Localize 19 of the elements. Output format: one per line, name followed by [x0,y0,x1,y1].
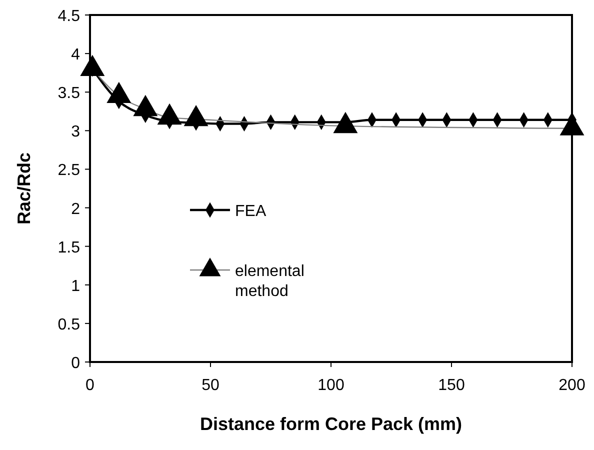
x-tick-label: 50 [202,377,220,394]
x-tick-label: 0 [86,377,95,394]
y-tick-label: 4.5 [58,8,80,25]
x-tick-label: 100 [318,377,344,394]
y-tick-label: 0.5 [58,316,80,334]
legend-label: FEA [235,203,266,220]
y-tick-label: 3 [71,124,80,141]
y-tick-label: 3.5 [58,85,80,102]
x-tick-label: 200 [558,377,586,394]
y-axis-title: Rac/Rdc [14,152,34,225]
y-tick-label: 4 [71,46,80,64]
x-tick-label: 150 [438,377,465,394]
y-tick-label: 2.5 [58,162,80,180]
x-axis-title: Distance form Core Pack (mm) [200,414,462,434]
legend-label: elemental method [235,263,304,300]
y-tick-label: 2 [71,200,80,218]
y-tick-label: 1.5 [58,239,80,256]
y-tick-label: 1 [71,278,80,295]
y-tick-label: 0 [71,355,80,372]
